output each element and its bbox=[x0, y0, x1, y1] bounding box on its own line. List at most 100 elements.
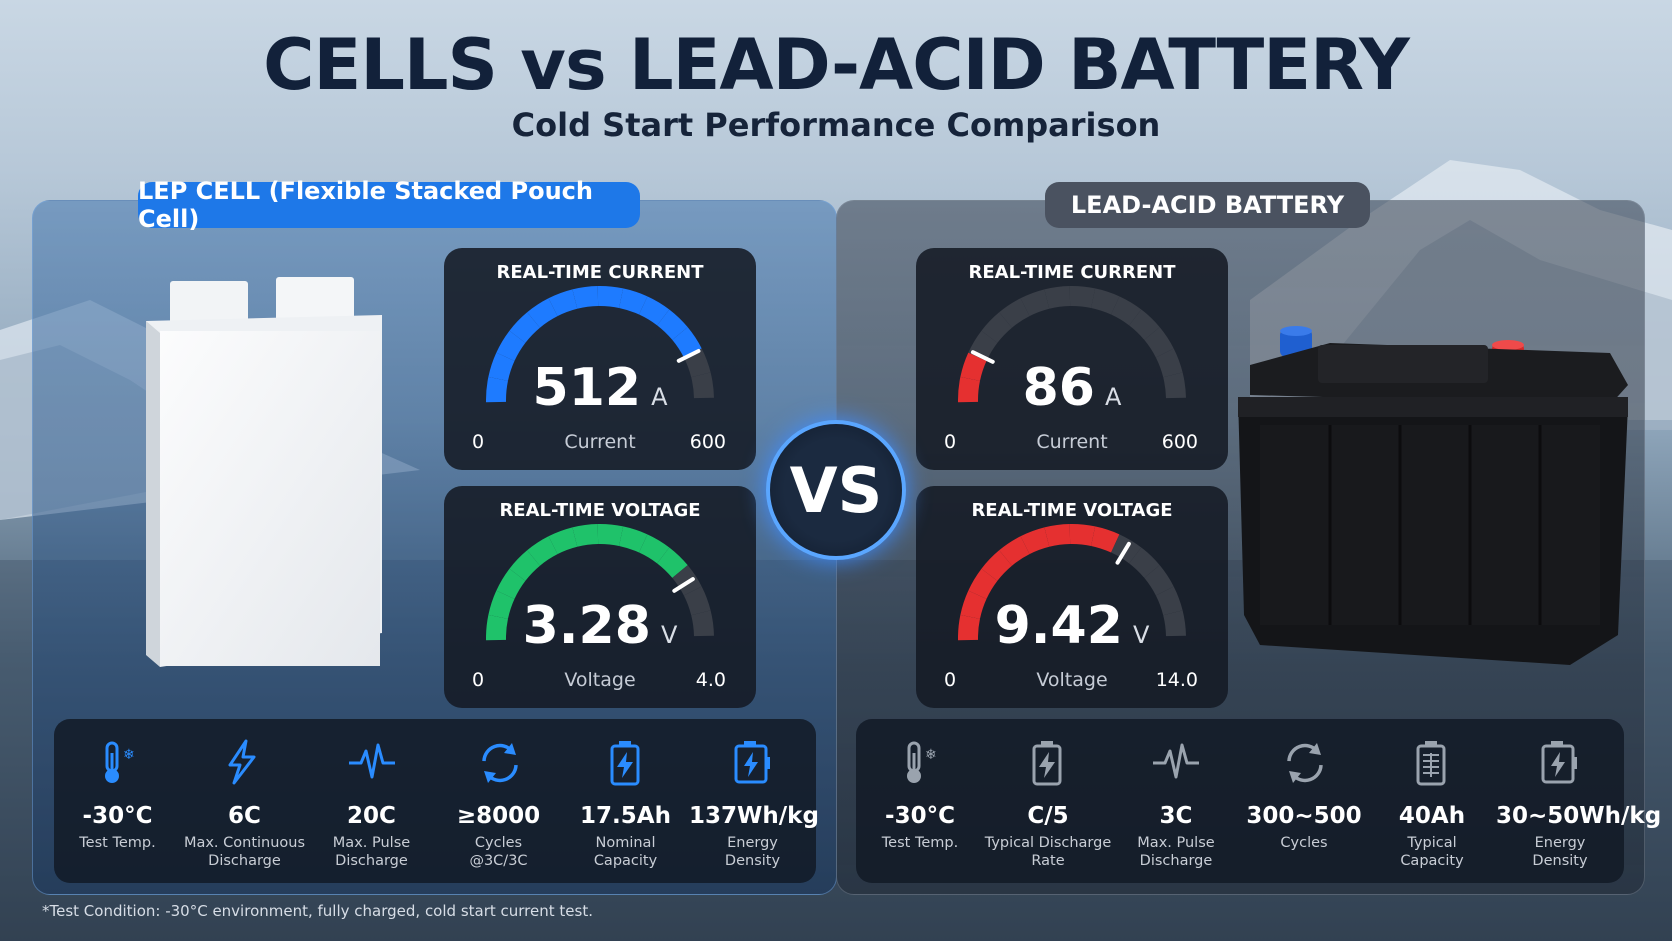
spec-desc-line2: Discharge bbox=[181, 852, 308, 870]
lead-acid-voltage-gauge: REAL-TIME VOLTAGE 9.42 V Voltage 0 14.0 bbox=[916, 486, 1228, 708]
spec-value: -30°C bbox=[856, 803, 984, 829]
spec-desc: Max. Pulse Discharge bbox=[1112, 834, 1240, 870]
spec-desc: Energy Density bbox=[1496, 834, 1624, 870]
spec-desc: Typical Capacity bbox=[1368, 834, 1496, 870]
gauge-max: 4.0 bbox=[696, 669, 726, 691]
gauge-segment bbox=[598, 286, 623, 308]
spec-desc-line1: Max. Pulse bbox=[308, 834, 435, 852]
lep-spec-bar: ❄ -30°C Test Temp. 6C Max. Continuous Dischar… bbox=[54, 719, 816, 883]
spec-desc-line1: Energy bbox=[1496, 834, 1624, 852]
spec-value: ≥8000 bbox=[435, 803, 562, 829]
battery-energy-icon bbox=[1537, 739, 1583, 787]
svg-text:❄: ❄ bbox=[123, 747, 135, 763]
gauge-max: 600 bbox=[690, 431, 726, 453]
gauge-value: 9.42 bbox=[995, 596, 1123, 656]
lead-acid-spec-bar: ❄ -30°C Test Temp. C/5 Typical Discharge Rate… bbox=[856, 719, 1624, 883]
spec-desc-line2: Capacity bbox=[1368, 852, 1496, 870]
footnote: *Test Condition: -30°C environment, full… bbox=[42, 902, 593, 920]
spec-desc-line2: Capacity bbox=[562, 852, 689, 870]
spec-desc-line1: Max. Continuous bbox=[181, 834, 308, 852]
gauge-min: 0 bbox=[472, 431, 484, 453]
spec-desc-line1: Max. Pulse bbox=[1112, 834, 1240, 852]
spec-desc-line2: Rate bbox=[984, 852, 1112, 870]
cycle-icon bbox=[476, 739, 522, 787]
pulse-icon bbox=[1153, 739, 1199, 787]
gauge-min: 0 bbox=[944, 431, 956, 453]
gauge-segment bbox=[1070, 286, 1095, 308]
spec-item: 17.5Ah Nominal Capacity bbox=[562, 719, 689, 883]
spec-desc-line1: Test Temp. bbox=[54, 834, 181, 852]
spec-item: 6C Max. Continuous Discharge bbox=[181, 719, 308, 883]
spec-desc-line2: Discharge bbox=[308, 852, 435, 870]
page-title: CELLS vs LEAD-ACID BATTERY bbox=[0, 24, 1672, 106]
gauge-min: 0 bbox=[944, 669, 956, 691]
spec-item: ≥8000 Cycles @3C/3C bbox=[435, 719, 562, 883]
spec-item: 20C Max. Pulse Discharge bbox=[308, 719, 435, 883]
gauge-value: 512 bbox=[533, 358, 642, 418]
spec-desc-line2: Density bbox=[1496, 852, 1624, 870]
gauge-unit: V bbox=[661, 621, 677, 649]
spec-value: 17.5Ah bbox=[562, 803, 689, 829]
lep-current-gauge: REAL-TIME CURRENT 512 A Current 0 600 bbox=[444, 248, 756, 470]
spec-desc-line1: Typical bbox=[1368, 834, 1496, 852]
gauge-max: 14.0 bbox=[1156, 669, 1198, 691]
battery-energy-icon bbox=[730, 739, 776, 787]
gauge-value-wrap: 3.28 V bbox=[444, 596, 756, 656]
spec-desc-line1: Typical Discharge bbox=[984, 834, 1112, 852]
lead-acid-battery-image bbox=[1230, 325, 1640, 685]
gauge-value-wrap: 9.42 V bbox=[916, 596, 1228, 656]
thermometer-snow-icon: ❄ bbox=[897, 739, 943, 787]
spec-value: 3C bbox=[1112, 803, 1240, 829]
gauge-max: 600 bbox=[1162, 431, 1198, 453]
gauge-unit: V bbox=[1133, 621, 1149, 649]
page-subtitle: Cold Start Performance Comparison bbox=[0, 106, 1672, 144]
spec-item: ❄ -30°C Test Temp. bbox=[856, 719, 984, 883]
spec-value: C/5 bbox=[984, 803, 1112, 829]
gauge-title: REAL-TIME CURRENT bbox=[916, 262, 1228, 283]
spec-desc-line2: Density bbox=[689, 852, 816, 870]
lead-acid-current-gauge: REAL-TIME CURRENT 86 A Current 0 600 bbox=[916, 248, 1228, 470]
spec-desc: Nominal Capacity bbox=[562, 834, 689, 870]
vs-badge: VS bbox=[766, 420, 906, 560]
gauge-title: REAL-TIME VOLTAGE bbox=[444, 500, 756, 521]
gauge-title: REAL-TIME VOLTAGE bbox=[916, 500, 1228, 521]
spec-desc-line1: Cycles bbox=[1240, 834, 1368, 852]
battery-grid-icon bbox=[1409, 739, 1455, 787]
spec-item: 137Wh/kg Energy Density bbox=[689, 719, 816, 883]
battery-charge-icon bbox=[1025, 739, 1071, 787]
spec-desc: Max. Pulse Discharge bbox=[308, 834, 435, 870]
gauge-value: 86 bbox=[1023, 358, 1095, 418]
gauge-unit: A bbox=[1105, 383, 1121, 411]
pulse-icon bbox=[349, 739, 395, 787]
cycle-icon bbox=[1281, 739, 1327, 787]
gauge-segment bbox=[598, 524, 623, 546]
spec-item: 40Ah Typical Capacity bbox=[1368, 719, 1496, 883]
spec-desc-line2: Discharge bbox=[1112, 852, 1240, 870]
gauge-value-wrap: 512 A bbox=[444, 358, 756, 418]
spec-value: 30~50Wh/kg bbox=[1496, 803, 1624, 829]
lightning-icon bbox=[222, 739, 268, 787]
spec-item: 3C Max. Pulse Discharge bbox=[1112, 719, 1240, 883]
spec-item: C/5 Typical Discharge Rate bbox=[984, 719, 1112, 883]
spec-desc-line2: @3C/3C bbox=[435, 852, 562, 870]
spec-value: 137Wh/kg bbox=[689, 803, 816, 829]
spec-desc: Energy Density bbox=[689, 834, 816, 870]
gauge-title: REAL-TIME CURRENT bbox=[444, 262, 756, 283]
spec-value: -30°C bbox=[54, 803, 181, 829]
spec-desc-line1: Test Temp. bbox=[856, 834, 984, 852]
spec-desc: Typical Discharge Rate bbox=[984, 834, 1112, 870]
spec-desc: Cycles bbox=[1240, 834, 1368, 852]
spec-desc: Test Temp. bbox=[54, 834, 181, 852]
spec-item: ❄ -30°C Test Temp. bbox=[54, 719, 181, 883]
spec-desc-line1: Nominal bbox=[562, 834, 689, 852]
gauge-value: 3.28 bbox=[523, 596, 651, 656]
thermometer-snow-icon: ❄ bbox=[95, 739, 141, 787]
lead-acid-tag: LEAD-ACID BATTERY bbox=[1045, 182, 1370, 228]
gauge-value-wrap: 86 A bbox=[916, 358, 1228, 418]
spec-desc-line1: Cycles bbox=[435, 834, 562, 852]
svg-text:❄: ❄ bbox=[925, 747, 937, 763]
spec-value: 20C bbox=[308, 803, 435, 829]
spec-value: 40Ah bbox=[1368, 803, 1496, 829]
spec-value: 300~500 bbox=[1240, 803, 1368, 829]
spec-item: 30~50Wh/kg Energy Density bbox=[1496, 719, 1624, 883]
